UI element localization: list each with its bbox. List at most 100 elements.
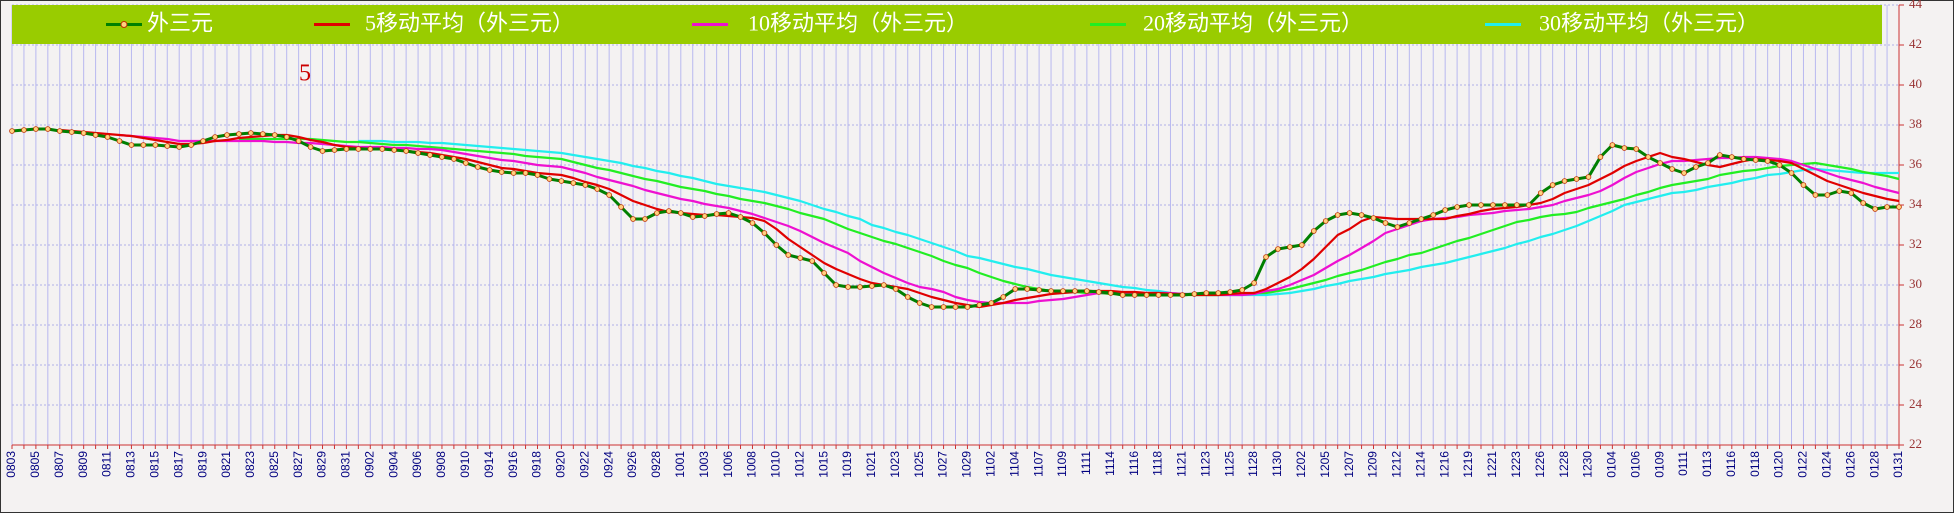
x-tick-label: 1228 bbox=[1557, 451, 1571, 478]
point bbox=[988, 300, 995, 306]
point bbox=[1155, 292, 1162, 298]
point bbox=[701, 213, 708, 219]
point bbox=[678, 210, 684, 216]
x-tick-label: 1116 bbox=[1127, 451, 1141, 476]
point bbox=[904, 294, 911, 300]
point bbox=[594, 186, 601, 192]
x-tick-label: 1008 bbox=[745, 451, 759, 478]
point bbox=[212, 134, 218, 140]
y-tick-label: 34 bbox=[1909, 196, 1923, 211]
x-tick-label: 1010 bbox=[769, 451, 783, 478]
point bbox=[295, 138, 302, 144]
point bbox=[606, 192, 612, 198]
point bbox=[1442, 207, 1448, 213]
point bbox=[80, 130, 87, 136]
point bbox=[1012, 286, 1019, 292]
point bbox=[1024, 286, 1030, 292]
x-tick-label: 0111 bbox=[1676, 451, 1690, 476]
x-tick-label: 0928 bbox=[649, 451, 663, 478]
point bbox=[845, 284, 851, 290]
point bbox=[833, 282, 839, 288]
point bbox=[761, 230, 768, 236]
x-tick-label: 1029 bbox=[960, 451, 974, 478]
x-tick-label: 1202 bbox=[1294, 451, 1308, 478]
x-tick-label: 0815 bbox=[147, 451, 161, 478]
point bbox=[534, 172, 541, 178]
point bbox=[821, 270, 827, 276]
x-tick-label: 1027 bbox=[936, 451, 950, 478]
x-tick-label: 1019 bbox=[840, 451, 854, 478]
point bbox=[1143, 292, 1150, 298]
point bbox=[1263, 254, 1269, 260]
point bbox=[582, 182, 589, 188]
point bbox=[1836, 188, 1843, 194]
x-tick-label: 0118 bbox=[1748, 451, 1762, 477]
x-tick-label: 0113 bbox=[1700, 451, 1714, 477]
point bbox=[737, 214, 744, 220]
legend-label: 外三元 bbox=[147, 11, 213, 36]
x-tick-label: 1128 bbox=[1246, 451, 1260, 477]
point bbox=[1621, 145, 1628, 151]
series-line bbox=[119, 133, 1900, 305]
x-tick-label: 0906 bbox=[410, 451, 424, 478]
x-tick-label: 0131 bbox=[1891, 451, 1905, 478]
point bbox=[1597, 154, 1604, 160]
x-tick-label: 0104 bbox=[1605, 451, 1619, 478]
point bbox=[630, 216, 636, 222]
point bbox=[200, 138, 206, 144]
x-tick-label: 1125 bbox=[1222, 451, 1236, 477]
x-tick-label: 1021 bbox=[864, 451, 878, 478]
point bbox=[1609, 142, 1616, 148]
x-tick-label: 1025 bbox=[912, 451, 926, 478]
x-tick-label: 1012 bbox=[792, 451, 806, 478]
y-tick-label: 24 bbox=[1909, 396, 1923, 411]
point bbox=[260, 131, 266, 137]
x-tick-label: 1114 bbox=[1103, 451, 1117, 476]
point bbox=[881, 282, 887, 288]
y-tick-label: 26 bbox=[1909, 356, 1923, 371]
point bbox=[1776, 162, 1783, 168]
point bbox=[1299, 242, 1305, 248]
x-tick-label: 0823 bbox=[243, 451, 257, 478]
x-tick-label: 1223 bbox=[1509, 451, 1523, 478]
point bbox=[1394, 224, 1401, 230]
point bbox=[9, 128, 15, 134]
legend-label: 10移动平均（外三元） bbox=[748, 11, 968, 36]
point bbox=[1203, 290, 1210, 296]
x-tick-label: 1212 bbox=[1390, 451, 1404, 478]
point bbox=[224, 132, 230, 138]
point bbox=[415, 150, 421, 156]
point bbox=[1454, 204, 1460, 210]
annotation: 5 bbox=[299, 61, 311, 87]
point bbox=[809, 258, 815, 264]
point bbox=[1084, 288, 1090, 294]
x-tick-label: 1207 bbox=[1342, 451, 1356, 478]
point bbox=[654, 210, 660, 216]
x-tick-label: 1121 bbox=[1175, 451, 1189, 477]
x-tick-label: 0803 bbox=[4, 451, 18, 478]
x-tick-label: 0904 bbox=[386, 451, 400, 478]
legend-label: 5移动平均（外三元） bbox=[365, 11, 574, 36]
point bbox=[785, 252, 792, 258]
point bbox=[1036, 287, 1042, 293]
point bbox=[140, 142, 147, 148]
point bbox=[1287, 244, 1293, 250]
point bbox=[486, 167, 493, 173]
point bbox=[1884, 204, 1890, 210]
point bbox=[68, 129, 75, 135]
point bbox=[498, 169, 505, 175]
x-tick-label: 1130 bbox=[1270, 451, 1284, 477]
point bbox=[1227, 289, 1233, 295]
point bbox=[1872, 206, 1878, 212]
point bbox=[1275, 246, 1281, 252]
point bbox=[713, 211, 720, 217]
x-tick-label: 0924 bbox=[601, 451, 615, 478]
point bbox=[1430, 212, 1437, 218]
x-tick-label: 0813 bbox=[124, 451, 138, 478]
x-tick-label: 0122 bbox=[1796, 451, 1810, 478]
point bbox=[1633, 146, 1640, 152]
point bbox=[1728, 154, 1735, 160]
x-tick-label: 0807 bbox=[52, 451, 66, 478]
point bbox=[271, 132, 278, 138]
